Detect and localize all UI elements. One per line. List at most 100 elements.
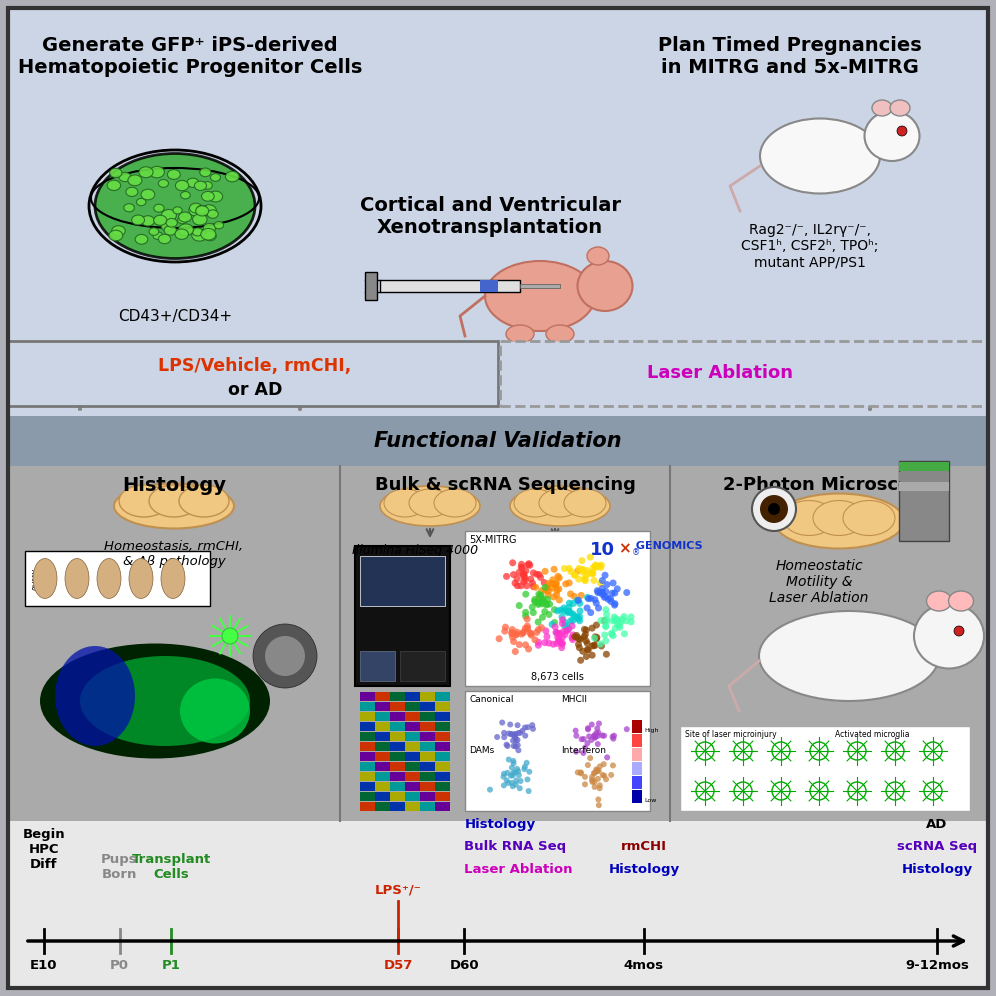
Circle shape [583,745,589,751]
Bar [405,752,419,761]
Circle shape [592,732,598,738]
Bar [405,762,419,771]
Circle shape [603,776,609,782]
Bar [405,772,419,781]
Text: Plan Timed Pregnancies
in MITRG and 5x-MITRG: Plan Timed Pregnancies in MITRG and 5x-M… [658,36,922,77]
Circle shape [501,783,507,789]
Circle shape [530,570,537,577]
Circle shape [603,607,610,614]
Ellipse shape [865,111,919,161]
Circle shape [528,630,535,637]
Ellipse shape [55,646,135,746]
Bar [360,741,374,751]
Circle shape [525,561,532,569]
Ellipse shape [95,153,255,259]
Circle shape [253,624,317,688]
Circle shape [515,722,521,728]
Ellipse shape [158,179,168,187]
Circle shape [603,637,610,644]
Bar [632,734,642,747]
Circle shape [617,624,623,631]
Ellipse shape [202,181,212,189]
Circle shape [516,569,523,576]
Circle shape [605,754,611,760]
Circle shape [580,647,587,654]
Circle shape [515,737,521,743]
Circle shape [612,602,619,609]
Bar [375,691,389,701]
Circle shape [582,774,588,780]
Ellipse shape [210,173,220,181]
Circle shape [512,580,519,587]
Circle shape [627,614,634,621]
Circle shape [565,626,572,633]
Bar [8,821,988,988]
Circle shape [556,597,563,604]
Ellipse shape [180,191,190,199]
Circle shape [519,565,526,572]
Circle shape [615,617,622,623]
Circle shape [549,577,557,584]
Text: Generate GFP⁺ iPS-derived
Hematopoietic Progenitor Cells: Generate GFP⁺ iPS-derived Hematopoietic … [18,36,363,77]
Circle shape [603,622,610,629]
Circle shape [531,598,538,605]
Circle shape [595,733,601,739]
Circle shape [545,639,553,646]
Circle shape [538,592,545,599]
Ellipse shape [175,180,189,190]
Circle shape [519,629,526,636]
Bar [360,792,374,801]
Ellipse shape [80,656,250,746]
Bar [435,721,449,731]
Ellipse shape [926,591,951,611]
Circle shape [897,126,907,136]
Ellipse shape [890,100,910,116]
Circle shape [600,772,606,778]
Circle shape [610,618,617,624]
Circle shape [553,580,560,587]
Circle shape [513,778,519,784]
Circle shape [544,633,551,640]
Circle shape [611,614,618,621]
Circle shape [518,630,525,637]
Circle shape [581,750,587,756]
Circle shape [553,592,560,599]
Circle shape [535,600,542,607]
Circle shape [513,782,519,788]
Circle shape [564,609,571,616]
Circle shape [577,618,584,624]
Ellipse shape [578,261,632,311]
Circle shape [562,581,570,588]
Bar [420,762,434,771]
Circle shape [597,763,603,769]
Circle shape [578,770,584,776]
Bar [375,731,389,741]
Bar [375,741,389,751]
Circle shape [585,596,592,603]
Ellipse shape [178,224,193,235]
Text: Homeostasis, rmCHI,
& Aβ pathology: Homeostasis, rmCHI, & Aβ pathology [105,540,244,568]
Ellipse shape [178,212,191,222]
Circle shape [533,571,540,578]
Ellipse shape [914,604,984,668]
Circle shape [575,769,581,775]
Circle shape [522,613,529,620]
Ellipse shape [189,205,203,216]
Circle shape [566,625,573,632]
Text: D57: D57 [383,959,413,972]
Circle shape [567,591,574,598]
Circle shape [608,596,615,603]
Circle shape [583,653,590,660]
Text: Functional Validation: Functional Validation [374,431,622,451]
Text: Cortical and Ventricular
Xenotransplantation: Cortical and Ventricular Xenotransplanta… [360,195,621,236]
Circle shape [531,596,539,603]
Circle shape [265,636,305,676]
Bar [405,721,419,731]
Circle shape [569,622,576,629]
Circle shape [612,733,618,739]
Circle shape [610,632,617,639]
Ellipse shape [872,100,892,116]
Circle shape [585,725,591,731]
Ellipse shape [485,261,595,331]
Circle shape [619,617,625,623]
